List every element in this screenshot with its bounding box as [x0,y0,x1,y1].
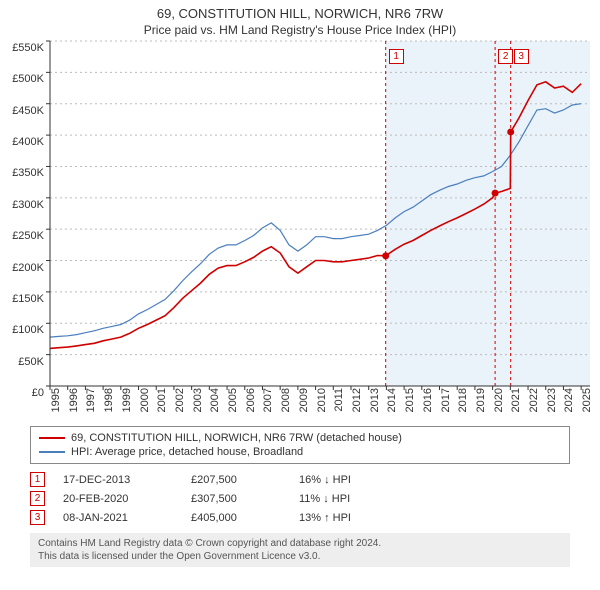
legend-swatch [39,451,65,453]
footer-line2: This data is licensed under the Open Gov… [38,550,562,563]
y-axis-labels: £0£50K£100K£150K£200K£250K£300K£350K£400… [0,48,48,393]
y-tick-label: £250K [12,230,44,242]
sale-date: 08-JAN-2021 [63,512,173,524]
y-tick-label: £450K [12,105,44,117]
legend-row: HPI: Average price, detached house, Broa… [39,445,561,459]
x-tick-label: 2016 [422,388,434,412]
y-tick-label: £150K [12,293,44,305]
x-tick-label: 2003 [192,388,204,412]
x-tick-label: 2018 [457,388,469,412]
y-tick-label: £0 [32,387,44,399]
sale-row: 3 08-JAN-2021 £405,000 13% ↑ HPI [30,508,570,527]
y-tick-label: £50K [18,356,44,368]
x-tick-label: 1999 [121,388,133,412]
x-tick-label: 1996 [68,388,80,412]
sales-table: 1 17-DEC-2013 £207,500 16% ↓ HPI 2 20-FEB-202… [30,470,570,527]
sale-marker-icon: 2 [30,491,45,506]
sale-marker-icon: 1 [30,472,45,487]
x-tick-label: 2012 [351,388,363,412]
chart-container: 69, CONSTITUTION HILL, NORWICH, NR6 7RW … [0,0,600,590]
sale-delta: 16% ↓ HPI [299,474,409,486]
x-tick-label: 2021 [510,388,522,412]
sale-marker-2: 2 [498,49,513,64]
legend-row: 69, CONSTITUTION HILL, NORWICH, NR6 7RW … [39,431,561,445]
x-tick-label: 1995 [50,388,62,412]
sale-date: 17-DEC-2013 [63,474,173,486]
legend-label: HPI: Average price, detached house, Broa… [71,446,303,458]
sale-marker-icon: 3 [30,510,45,525]
x-tick-label: 2020 [493,388,505,412]
x-tick-label: 1997 [85,388,97,412]
legend-label: 69, CONSTITUTION HILL, NORWICH, NR6 7RW … [71,432,402,444]
x-axis-labels: 1995 1996 1997 1998 1999 2000 2001 2002 2003 2004… [50,386,590,420]
chart-svg [50,41,590,386]
sale-date: 20-FEB-2020 [63,493,173,505]
legend-swatch [39,437,65,439]
sale-delta: 11% ↓ HPI [299,493,409,505]
sale-row: 1 17-DEC-2013 £207,500 16% ↓ HPI [30,470,570,489]
chart-title: 69, CONSTITUTION HILL, NORWICH, NR6 7RW [0,0,600,21]
x-tick-label: 2001 [156,388,168,412]
x-tick-label: 2006 [245,388,257,412]
legend-box: 69, CONSTITUTION HILL, NORWICH, NR6 7RW … [30,426,570,464]
x-tick-label: 2017 [440,388,452,412]
footer-attribution: Contains HM Land Registry data © Crown c… [30,533,570,567]
x-tick-label: 2005 [227,388,239,412]
sale-price: £307,500 [191,493,281,505]
x-tick-label: 1998 [103,388,115,412]
y-tick-label: £400K [12,136,44,148]
chart-plot-area: 1 23 [50,41,590,386]
x-tick-label: 2009 [298,388,310,412]
sale-price: £207,500 [191,474,281,486]
chart-subtitle: Price paid vs. HM Land Registry's House … [0,21,600,41]
sale-row: 2 20-FEB-2020 £307,500 11% ↓ HPI [30,489,570,508]
y-tick-label: £500K [12,73,44,85]
footer-line1: Contains HM Land Registry data © Crown c… [38,537,562,550]
x-tick-label: 2007 [262,388,274,412]
x-tick-label: 2008 [280,388,292,412]
sale-marker-1: 1 [389,49,404,64]
x-tick-label: 2025 [581,388,593,412]
x-tick-label: 2019 [475,388,487,412]
x-tick-label: 2022 [528,388,540,412]
y-tick-label: £550K [12,42,44,54]
y-tick-label: £350K [12,167,44,179]
y-tick-label: £300K [12,199,44,211]
x-tick-label: 2000 [139,388,151,412]
sale-marker-3: 3 [514,49,529,64]
y-tick-label: £100K [12,324,44,336]
sale-price: £405,000 [191,512,281,524]
x-tick-label: 2011 [333,388,345,412]
x-tick-label: 2023 [546,388,558,412]
x-tick-label: 2002 [174,388,186,412]
y-tick-label: £200K [12,262,44,274]
x-tick-label: 2024 [563,388,575,412]
x-tick-label: 2015 [404,388,416,412]
x-tick-label: 2013 [369,388,381,412]
x-tick-label: 2014 [386,388,398,412]
sale-delta: 13% ↑ HPI [299,512,409,524]
x-tick-label: 2010 [316,388,328,412]
x-tick-label: 2004 [209,388,221,412]
